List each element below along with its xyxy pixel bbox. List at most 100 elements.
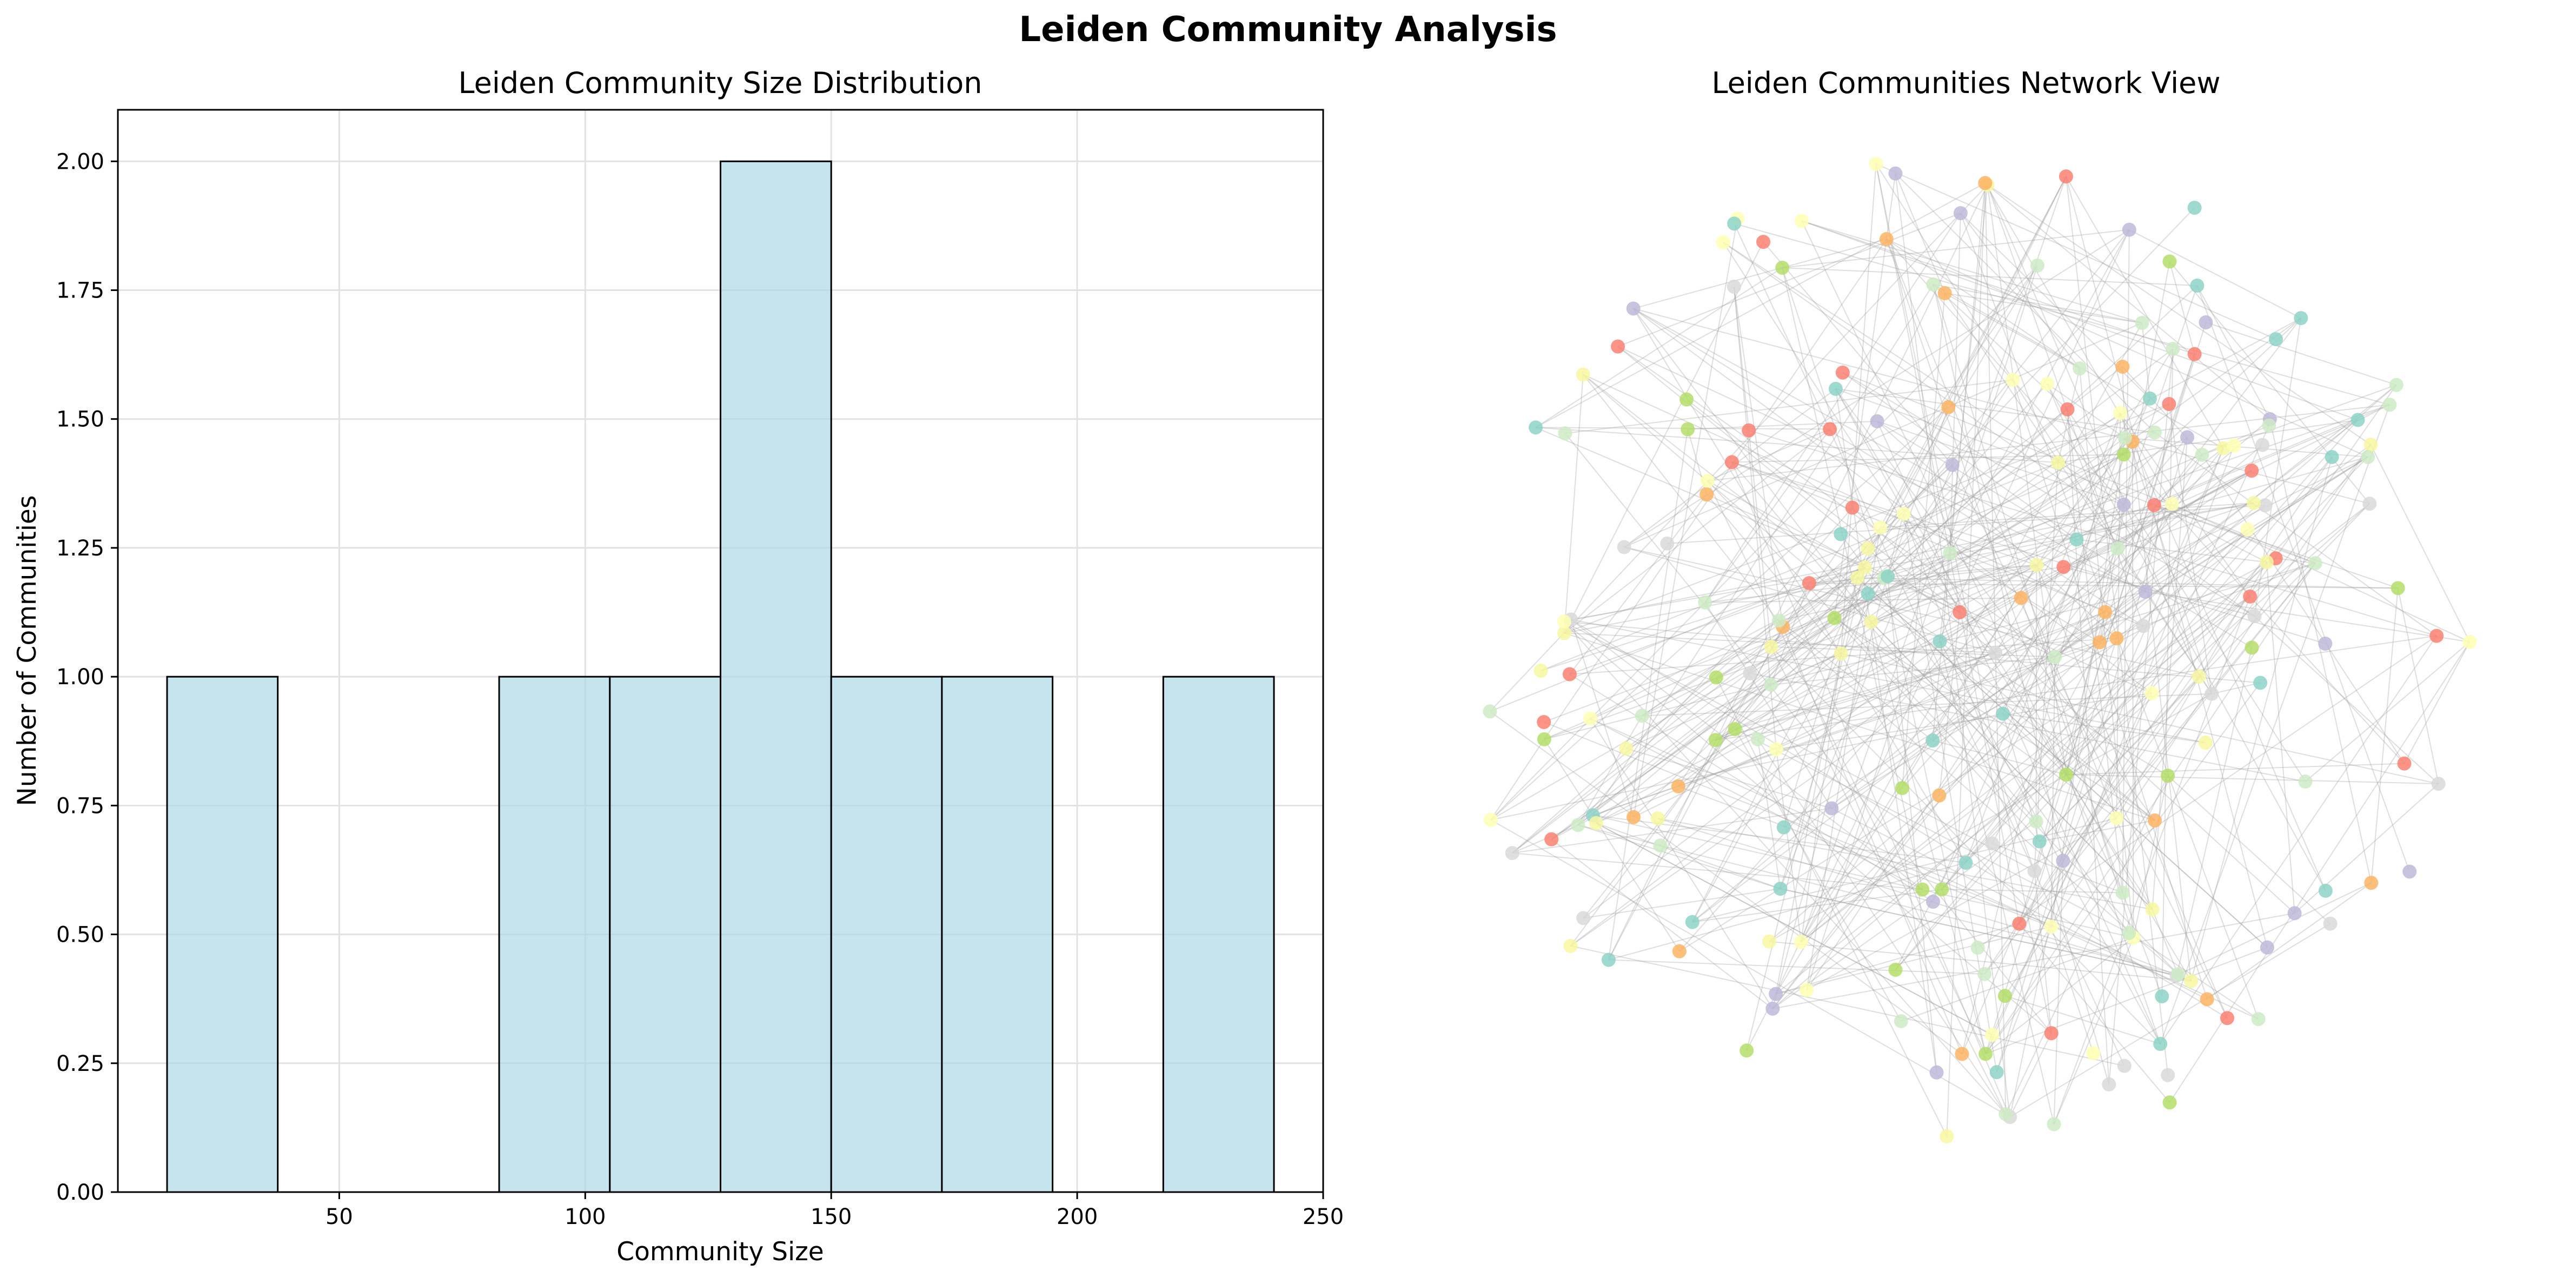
network-edge [1570, 470, 2252, 947]
network-node [1955, 1047, 1969, 1061]
network-edge [1543, 722, 2192, 982]
network-node [2030, 259, 2044, 273]
histogram-bar [830, 676, 943, 1193]
network-edge [1748, 429, 2437, 637]
network-edge [2116, 413, 2121, 818]
network-edge [1895, 456, 2333, 970]
network-edge [2066, 176, 2224, 449]
network-edge [1835, 388, 2155, 433]
network-node [1861, 541, 1875, 556]
network-node [2382, 398, 2397, 412]
network-node [1544, 832, 1559, 846]
histogram-bar [720, 160, 832, 1193]
histogram-bars [166, 160, 1275, 1193]
network-edge [2067, 409, 2306, 782]
network-edge [2047, 383, 2326, 891]
network-edge [2054, 591, 2146, 658]
network-edge [1801, 176, 2067, 942]
network-edge [1842, 372, 2077, 540]
network-edge [2009, 861, 2064, 1117]
network-edge [2019, 923, 2170, 1103]
network-node [2391, 581, 2405, 596]
network-edge [1870, 432, 2155, 623]
network-node [2122, 222, 2136, 237]
network-node [1750, 732, 1765, 746]
x-tick-label: 200 [1057, 1205, 1098, 1229]
network-edge [2212, 682, 2261, 694]
network-node [2308, 556, 2322, 571]
network-node [1743, 666, 1757, 680]
network-edge [1875, 163, 2020, 924]
network-edge [1857, 577, 2398, 589]
network-edge [1996, 445, 2235, 1073]
network-node [2122, 925, 2136, 940]
network-edge [2161, 349, 2174, 997]
network-edge [2371, 588, 2399, 883]
network-edge [1941, 625, 2144, 890]
network-node [1728, 722, 1742, 737]
network-node [2014, 591, 2028, 605]
network-node [2044, 919, 2059, 934]
network-edge [1895, 173, 1946, 294]
network-edge [1715, 404, 2390, 741]
network-edge [2039, 819, 2155, 842]
network-edge [1939, 641, 2055, 1124]
network-node [2192, 669, 2206, 684]
network-edge [2116, 444, 2371, 639]
network-node [1943, 546, 1957, 560]
network-edge [2066, 354, 2195, 775]
network-edge [1876, 163, 2276, 340]
network-edge [1608, 959, 1985, 975]
network-edge [1564, 241, 1764, 633]
network-edge [2404, 641, 2471, 764]
network-edge [1840, 164, 1877, 654]
network-node [2298, 775, 2313, 789]
network-node [2251, 1012, 2266, 1027]
network-edge [1596, 470, 2252, 824]
network-edge [2196, 285, 2411, 872]
network-node [1764, 639, 1778, 654]
network-edge [2154, 504, 2399, 589]
network-node [2051, 455, 2066, 470]
network-node [2245, 640, 2259, 655]
network-edge [1734, 223, 2125, 1067]
network-node [2170, 967, 2185, 982]
network-edge [1704, 602, 1833, 809]
network-edge [1871, 539, 2077, 623]
network-node [1937, 286, 1952, 301]
network-edge [2067, 409, 2110, 1084]
network-edge [1800, 653, 1842, 942]
y-tick-label: 0.50 [56, 923, 104, 948]
network-edge [2036, 565, 2228, 1018]
network-node [1653, 838, 1668, 853]
network-node [2155, 989, 2169, 1004]
network-node [1708, 733, 1723, 747]
network-edge [2050, 438, 2126, 927]
network-node [2048, 650, 2062, 664]
network-edge [1880, 176, 2067, 528]
network-node [1824, 801, 1839, 816]
network-edge [1932, 740, 2067, 776]
network-edge [2034, 462, 2059, 871]
network-node [2109, 811, 2124, 825]
x-tick-label: 100 [565, 1205, 606, 1229]
network-node [2056, 853, 2070, 868]
network-edge [1834, 383, 2048, 619]
network-edge [2132, 441, 2326, 891]
network-edge [1778, 620, 1933, 741]
network-node [2195, 447, 2209, 462]
y-tick-label: 0.75 [56, 793, 104, 818]
network-edge [1903, 513, 2035, 871]
network-edge [1783, 456, 2368, 828]
network-edge [1961, 413, 2121, 1054]
network-edge [1806, 817, 2117, 991]
network-node [1576, 911, 1591, 925]
network-edge [1571, 619, 2206, 744]
network-edge [1868, 566, 2064, 594]
network-edge [1772, 912, 2295, 1009]
network-node [2113, 406, 2128, 420]
network-edge [1570, 619, 2228, 1019]
network-edge [1984, 563, 2316, 975]
network-edge [1596, 822, 1993, 1036]
network-edge [1985, 425, 2270, 1054]
